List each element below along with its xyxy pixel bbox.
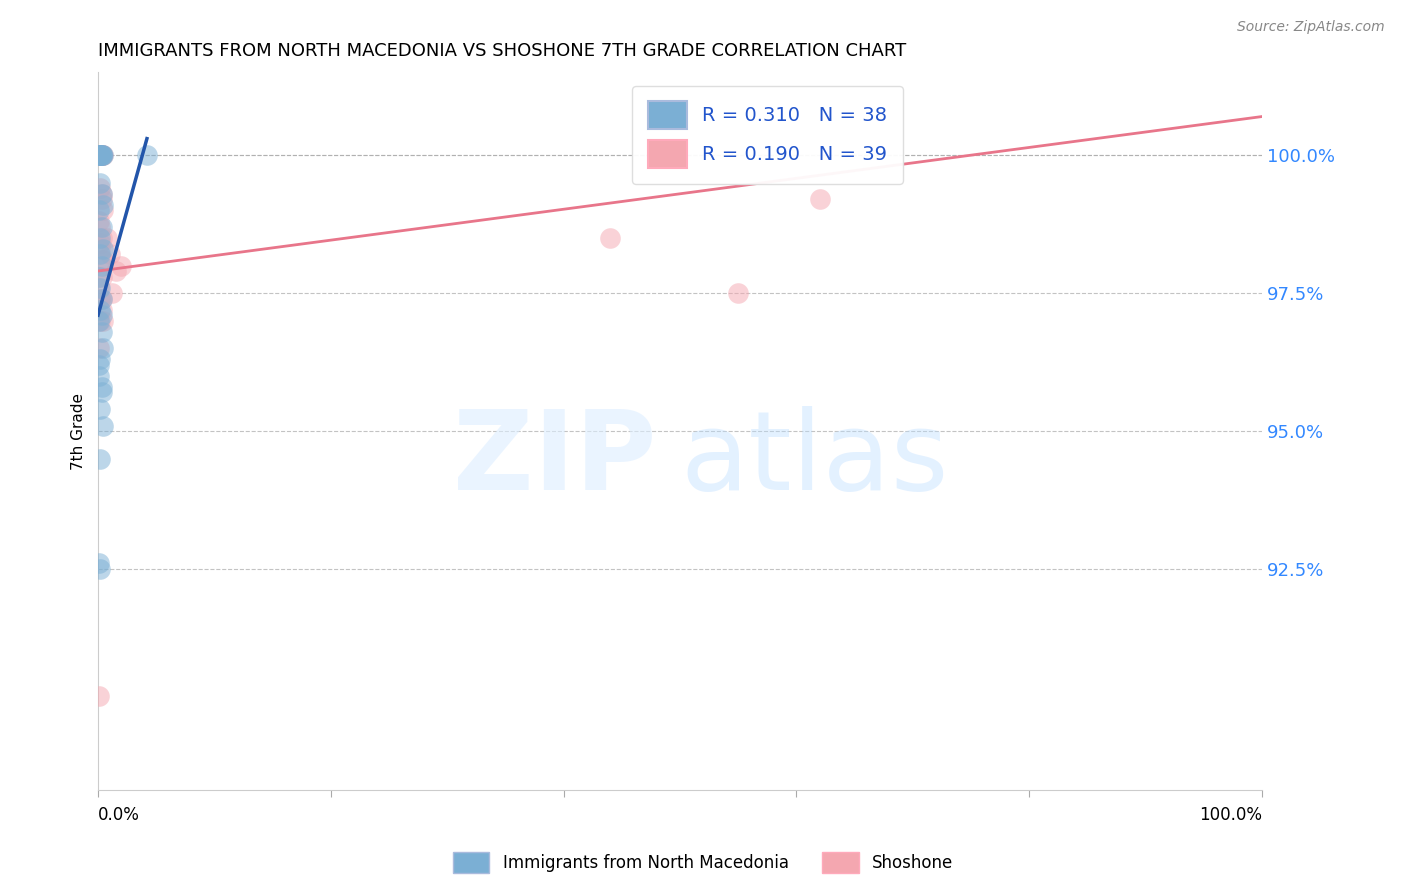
- Point: [90, 148, 112, 162]
- Point: [90, 292, 112, 306]
- Point: [89, 231, 111, 245]
- Point: [90, 380, 112, 394]
- Point: [89, 176, 111, 190]
- Point: [89, 148, 111, 162]
- Point: [90, 148, 112, 162]
- Point: [90, 302, 112, 317]
- Text: 100.0%: 100.0%: [1199, 806, 1263, 824]
- Point: [90, 148, 112, 162]
- Point: [90, 308, 112, 322]
- Point: [599, 231, 621, 245]
- Point: [98, 247, 121, 261]
- Point: [91, 252, 114, 267]
- Point: [89, 401, 111, 416]
- Point: [89, 148, 111, 162]
- Point: [90, 148, 112, 162]
- Point: [91, 148, 114, 162]
- Point: [96, 231, 118, 245]
- Point: [90, 325, 112, 339]
- Point: [91, 203, 114, 218]
- Point: [90, 219, 112, 234]
- Point: [110, 259, 132, 273]
- Point: [89, 302, 111, 317]
- Point: [90, 252, 112, 267]
- Point: [89, 451, 111, 466]
- Point: [90, 186, 112, 201]
- Point: [89, 148, 111, 162]
- Point: [91, 242, 114, 256]
- Point: [89, 314, 111, 328]
- Point: [90, 192, 112, 206]
- Point: [89, 148, 111, 162]
- Point: [104, 264, 127, 278]
- Text: Source: ZipAtlas.com: Source: ZipAtlas.com: [1237, 20, 1385, 34]
- Point: [89, 203, 111, 218]
- Point: [89, 242, 111, 256]
- Text: 0.0%: 0.0%: [98, 806, 141, 824]
- Point: [90, 292, 112, 306]
- Point: [90, 148, 112, 162]
- Point: [90, 186, 112, 201]
- Point: [91, 418, 114, 433]
- Point: [90, 231, 112, 245]
- Point: [808, 192, 831, 206]
- Point: [89, 247, 111, 261]
- Point: [89, 280, 111, 294]
- Text: ZIP: ZIP: [453, 406, 657, 513]
- Point: [89, 557, 111, 571]
- Point: [90, 259, 112, 273]
- Point: [91, 198, 114, 212]
- Point: [89, 148, 111, 162]
- Text: IMMIGRANTS FROM NORTH MACEDONIA VS SHOSHONE 7TH GRADE CORRELATION CHART: IMMIGRANTS FROM NORTH MACEDONIA VS SHOSH…: [98, 42, 907, 60]
- Point: [90, 269, 112, 284]
- Point: [89, 148, 111, 162]
- Point: [89, 269, 111, 284]
- Point: [89, 148, 111, 162]
- Point: [89, 368, 111, 383]
- Point: [89, 148, 111, 162]
- Point: [89, 236, 111, 251]
- Point: [89, 562, 111, 576]
- Point: [101, 286, 124, 301]
- Legend: Immigrants from North Macedonia, Shoshone: Immigrants from North Macedonia, Shoshon…: [446, 846, 960, 880]
- Legend: R = 0.310   N = 38, R = 0.190   N = 39: R = 0.310 N = 38, R = 0.190 N = 39: [633, 86, 903, 184]
- Point: [91, 341, 114, 355]
- Point: [89, 148, 111, 162]
- Point: [89, 219, 111, 234]
- Point: [89, 358, 111, 372]
- Point: [89, 689, 111, 703]
- Point: [89, 341, 111, 355]
- Point: [89, 292, 111, 306]
- Point: [89, 352, 111, 367]
- Point: [90, 385, 112, 400]
- Point: [89, 181, 111, 195]
- Point: [89, 269, 111, 284]
- Point: [727, 286, 749, 301]
- Text: atlas: atlas: [681, 406, 949, 513]
- Y-axis label: 7th Grade: 7th Grade: [72, 392, 86, 469]
- Point: [89, 148, 111, 162]
- Point: [89, 214, 111, 228]
- Point: [91, 148, 114, 162]
- Point: [89, 314, 111, 328]
- Point: [89, 148, 111, 162]
- Point: [89, 148, 111, 162]
- Point: [89, 280, 111, 294]
- Point: [91, 314, 114, 328]
- Point: [136, 148, 159, 162]
- Point: [90, 148, 112, 162]
